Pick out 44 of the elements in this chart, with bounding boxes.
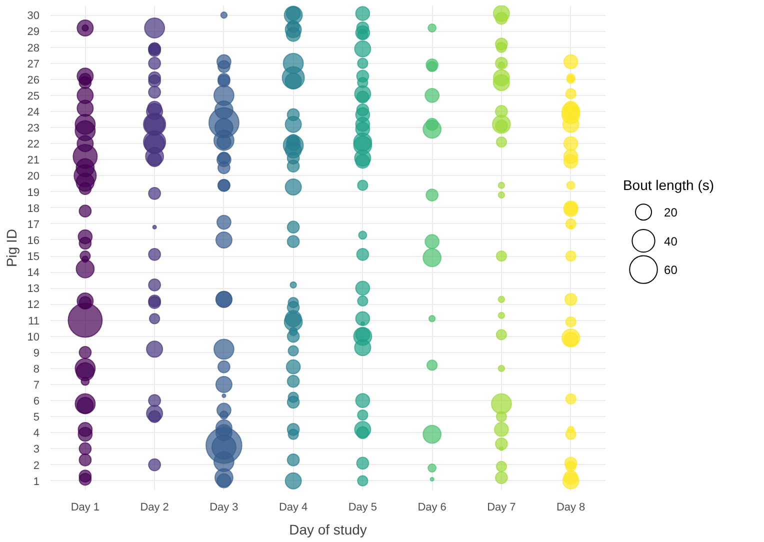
y-tick-label: 12 <box>27 299 40 312</box>
y-tick-label: 16 <box>27 234 40 247</box>
y-tick-label: 15 <box>27 251 40 264</box>
y-tick-label: 2 <box>33 460 40 472</box>
y-tick-label: 29 <box>27 26 40 38</box>
x-tick-label: Day 3 <box>210 502 238 514</box>
y-tick-label: 27 <box>27 58 40 70</box>
x-tick-label: Day 4 <box>278 502 308 514</box>
y-tick-label: 5 <box>33 412 40 424</box>
x-tick-label: Day 1 <box>70 502 100 514</box>
y-tick-label: 17 <box>27 218 40 231</box>
y-tick-label: 10 <box>27 331 40 344</box>
x-tick-label: Day 6 <box>418 502 446 514</box>
y-tick-label: 20 <box>27 170 40 183</box>
legend-title: Bout length (s) <box>622 177 714 194</box>
y-tick-label: 18 <box>27 202 40 215</box>
y-tick-label: 9 <box>33 347 40 360</box>
x-tick-label: Day 2 <box>140 502 169 514</box>
y-tick-label: 19 <box>27 186 40 199</box>
y-tick-label: 21 <box>27 154 40 167</box>
y-tick-label: 24 <box>27 106 40 118</box>
legend-label: 60 <box>664 263 678 278</box>
y-tick-label: 7 <box>33 380 40 392</box>
y-tick-label: 22 <box>27 138 40 151</box>
x-tick-label: Day 8 <box>556 502 586 514</box>
x-axis-title: Day of study <box>289 522 367 538</box>
y-axis-title: Pig ID <box>3 228 20 268</box>
legend-label: 20 <box>664 206 678 220</box>
y-tick-label: 28 <box>27 42 40 54</box>
y-tick-label: 8 <box>33 363 40 376</box>
x-tick-label: Day 7 <box>487 502 516 514</box>
y-tick-label: 11 <box>28 315 40 328</box>
y-tick-label: 3 <box>33 444 40 456</box>
y-tick-label: 23 <box>27 122 40 135</box>
y-tick-label: 1 <box>33 476 40 488</box>
x-tick-label: Day 5 <box>348 502 378 514</box>
y-tick-label: 4 <box>33 428 40 440</box>
y-tick-label: 13 <box>27 283 40 296</box>
legend-label: 40 <box>664 234 678 248</box>
y-tick-label: 14 <box>27 267 40 280</box>
y-tick-label: 6 <box>33 396 40 408</box>
y-tick-label: 25 <box>27 90 40 102</box>
y-tick-label: 30 <box>27 10 40 22</box>
y-tick-label: 26 <box>27 74 40 86</box>
